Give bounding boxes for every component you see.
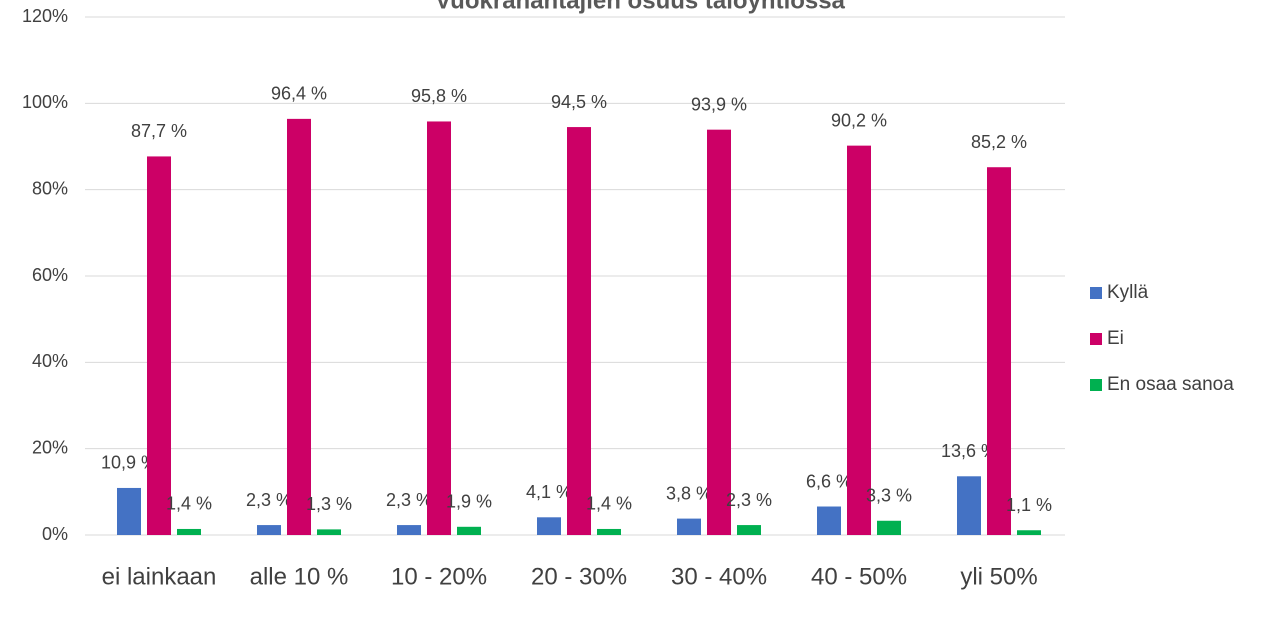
data-label: 1,3 % xyxy=(306,494,352,514)
bar xyxy=(117,487,141,535)
data-label: 94,5 % xyxy=(551,92,607,112)
legend-swatch xyxy=(1090,333,1102,345)
bar xyxy=(847,145,871,536)
legend-label: Ei xyxy=(1107,328,1124,349)
y-tick-label: 80% xyxy=(32,178,68,198)
data-label: 6,6 % xyxy=(806,471,852,491)
data-label: 2,3 % xyxy=(246,490,292,510)
bar xyxy=(427,121,451,536)
y-tick-label: 40% xyxy=(32,351,68,371)
data-label: 2,3 % xyxy=(726,490,772,510)
bar xyxy=(567,127,591,535)
x-tick-label: ei lainkaan xyxy=(102,563,217,590)
y-tick-label: 120% xyxy=(22,6,68,26)
legend-label: En osaa sanoa xyxy=(1107,374,1234,395)
bar xyxy=(957,476,981,535)
data-label: 1,4 % xyxy=(586,494,632,514)
x-tick-label: 20 - 30% xyxy=(531,563,627,590)
data-label: 3,8 % xyxy=(666,483,712,503)
bar xyxy=(537,517,561,535)
bar xyxy=(177,528,201,535)
bar xyxy=(147,156,171,535)
bar xyxy=(677,518,701,535)
bar xyxy=(707,129,731,536)
data-label: 1,9 % xyxy=(446,492,492,512)
x-tick-label: 30 - 40% xyxy=(671,563,767,590)
bar xyxy=(287,118,311,535)
bar xyxy=(597,528,621,535)
legend-label: Kyllä xyxy=(1107,282,1149,303)
data-label: 93,9 % xyxy=(691,94,747,114)
y-tick-label: 60% xyxy=(32,265,68,285)
y-tick-label: 0% xyxy=(42,524,68,544)
data-label: 85,2 % xyxy=(971,132,1027,152)
data-label: 4,1 % xyxy=(526,482,572,502)
x-tick-label: yli 50% xyxy=(960,563,1037,590)
data-label: 1,4 % xyxy=(166,494,212,514)
bar xyxy=(817,506,841,535)
data-label: 95,8 % xyxy=(411,86,467,106)
data-label: 2,3 % xyxy=(386,490,432,510)
data-label: 1,1 % xyxy=(1006,495,1052,515)
chart-title: Vuokranantajien osuus taloyhtiössä xyxy=(435,0,846,14)
bar xyxy=(877,520,901,535)
data-label: 90,2 % xyxy=(831,110,887,130)
data-label: 13,6 % xyxy=(941,441,997,461)
bar xyxy=(737,525,761,535)
data-label: 87,7 % xyxy=(131,121,187,141)
bar xyxy=(987,167,1011,535)
bar xyxy=(317,529,341,535)
legend-swatch xyxy=(1090,379,1102,391)
data-label: 96,4 % xyxy=(271,84,327,104)
data-label: 3,3 % xyxy=(866,486,912,506)
bar xyxy=(257,525,281,535)
data-label: 10,9 % xyxy=(101,453,157,473)
bar xyxy=(457,526,481,535)
y-tick-label: 20% xyxy=(32,437,68,457)
bar xyxy=(397,525,421,535)
legend-swatch xyxy=(1090,287,1102,299)
x-tick-label: alle 10 % xyxy=(250,563,349,590)
x-tick-label: 40 - 50% xyxy=(811,563,907,590)
bar xyxy=(1017,530,1041,535)
y-tick-label: 100% xyxy=(22,92,68,112)
x-tick-label: 10 - 20% xyxy=(391,563,487,590)
